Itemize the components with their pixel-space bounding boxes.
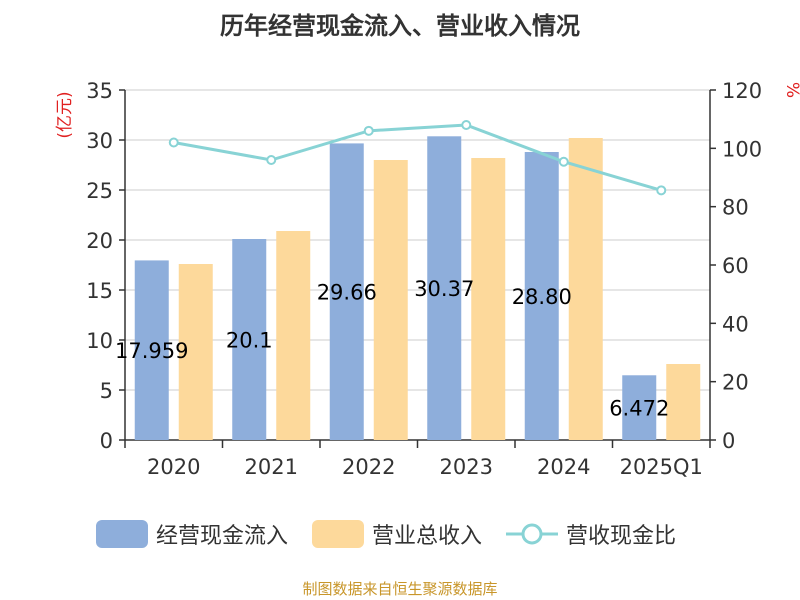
legend-line-marker-icon [506,523,559,545]
y-left-tick-label: 30 [86,129,113,153]
legend-swatch-revenue [312,520,365,548]
y-left-tick-label: 10 [86,329,113,353]
y-left-tick-label: 15 [86,279,113,303]
legend-item-revenue[interactable]: 营业总收入 [312,518,482,550]
bar-revenue [471,158,506,440]
point-cash-ratio [168,137,179,148]
legend-label-cash-ratio: 营收现金比 [566,524,677,549]
legend: 经营现金流入 营业总收入 营收现金比 [96,514,700,554]
y-right-tick-label: 100 [722,137,762,161]
bar-cash-inflow [427,136,462,441]
bar-cash-inflow [622,375,657,440]
bar-revenue [178,264,213,440]
x-tick-label: 2023 [440,455,493,479]
data-label-cash-inflow: 28.80 [512,285,572,309]
x-tick-label: 2021 [245,455,298,479]
data-label-cash-inflow: 29.66 [317,281,377,305]
point-cash-ratio [266,155,277,165]
data-label-cash-inflow: 17.959 [115,339,188,363]
bar-cash-inflow [134,260,169,440]
point-cash-ratio [363,125,374,136]
bar-revenue [373,160,408,440]
y-axis-left-title: (亿元) [55,91,75,138]
point-cash-ratio [461,120,472,130]
x-tick-label: 2022 [342,455,395,479]
legend-label-cash-inflow: 经营现金流入 [156,524,289,549]
data-label-cash-inflow: 20.1 [226,329,273,353]
bar-cash-inflow [329,143,364,440]
y-left-tick-label: 5 [100,379,113,403]
data-label-cash-inflow: 30.37 [414,277,474,301]
y-left-tick-label: 25 [86,179,113,203]
y-left-tick-label: 0 [100,429,113,453]
y-right-tick-label: 80 [722,196,749,220]
point-cash-ratio [656,185,667,196]
legend-item-cash-inflow[interactable]: 经营现金流入 [96,518,288,550]
point-cash-ratio [558,156,569,167]
y-right-tick-label: 40 [722,312,749,336]
bar-revenue [666,364,701,440]
legend-label-revenue: 营业总收入 [372,524,483,549]
y-right-tick-label: 0 [722,429,735,453]
bar-revenue [276,231,311,440]
bar-revenue [568,138,603,440]
y-right-tick-label: 120 [722,79,762,103]
legend-item-cash-ratio[interactable]: 营收现金比 [506,518,676,550]
y-right-tick-label: 60 [722,254,749,278]
y-right-tick-label: 20 [722,371,749,395]
source-note: 制图数据来自恒生聚源数据库 [302,580,498,598]
bar-cash-inflow [524,152,559,440]
y-left-tick-label: 20 [86,229,113,253]
x-tick-label: 2025Q1 [620,455,703,479]
line-cash-ratio [173,123,662,192]
y-left-tick-label: 35 [86,79,113,103]
bar-cash-inflow [232,239,267,440]
chart-title: 历年经营现金流入、营业收入情况 [220,12,580,40]
legend-swatch-cash-inflow [96,520,148,548]
x-tick-label: 2024 [537,455,590,479]
y-axis-right-title: % [782,82,800,98]
data-label-cash-inflow: 6.472 [609,397,669,421]
x-tick-label: 2020 [147,455,200,479]
